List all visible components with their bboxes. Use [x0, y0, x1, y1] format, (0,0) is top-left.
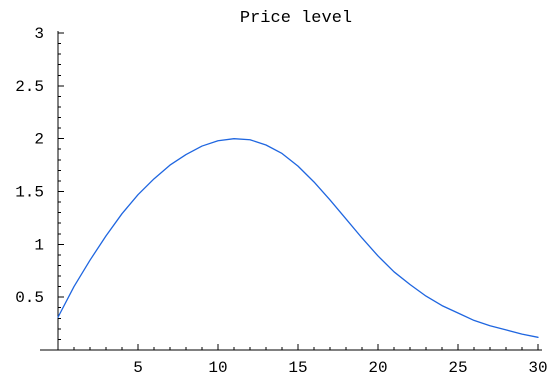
axes: 5 10 15 20 25 30 0.5 1 1.5 2 2.5 3	[15, 25, 547, 377]
y-tick-label: 3	[34, 25, 44, 43]
y-tick-label: 1	[34, 236, 44, 254]
x-tick-label: 20	[368, 359, 387, 377]
x-tick-label: 10	[208, 359, 227, 377]
x-tick-label: 5	[133, 359, 143, 377]
y-tick-label: 1.5	[15, 184, 44, 202]
series-group	[57, 138, 539, 338]
x-tick-label: 30	[528, 359, 547, 377]
x-tick-label: 25	[448, 359, 467, 377]
x-tick-label: 15	[288, 359, 307, 377]
y-tick-label: 0.5	[15, 289, 44, 307]
chart-title: Price level	[240, 9, 352, 28]
y-tick-label: 2.5	[15, 78, 44, 96]
series-line-1	[57, 138, 539, 338]
y-tick-label: 2	[34, 131, 44, 149]
